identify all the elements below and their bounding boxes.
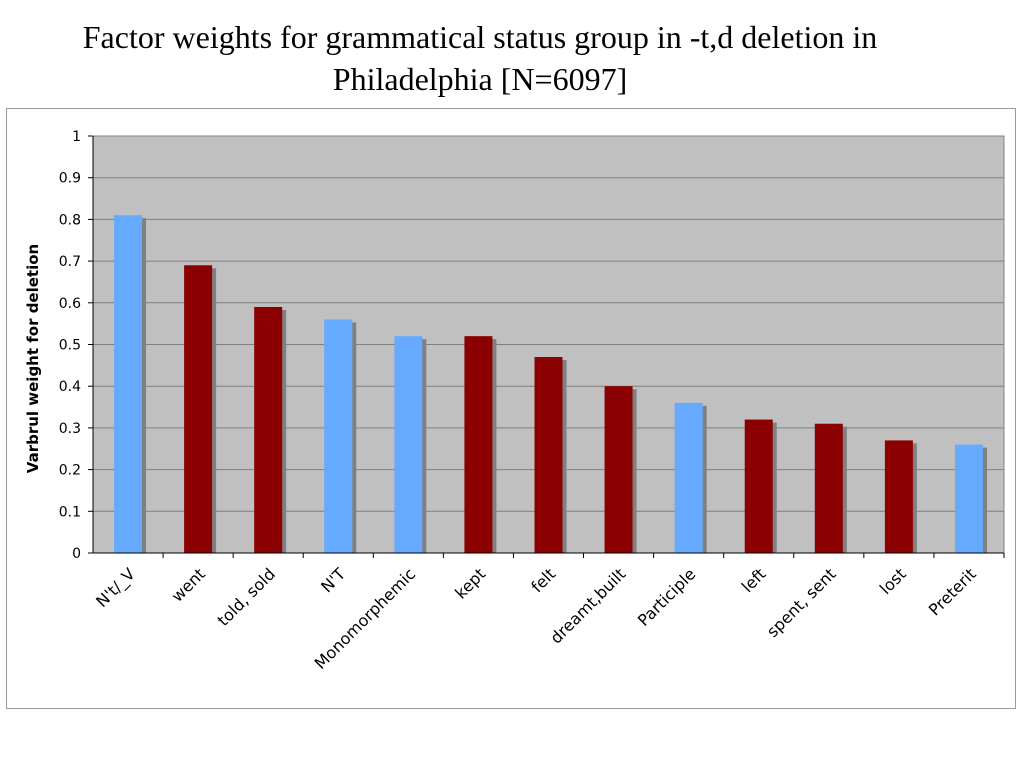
bar — [114, 215, 143, 553]
category-label: felt — [527, 564, 559, 596]
category-label: Participle — [634, 564, 700, 630]
y-tick-label: 0.2 — [59, 463, 81, 479]
bar — [674, 402, 703, 553]
slide-title: Factor weights for grammatical status gr… — [82, 19, 878, 97]
y-tick-label: 0.5 — [59, 338, 81, 354]
category-label: Preterit — [925, 564, 980, 619]
y-tick-label: 1 — [72, 129, 81, 145]
bar — [954, 444, 983, 553]
category-label: dreamt,built — [546, 564, 629, 647]
y-tick-label: 0.9 — [59, 171, 81, 187]
y-tick-label: 0.6 — [59, 296, 81, 312]
bar — [464, 336, 493, 553]
bar — [744, 419, 773, 553]
y-tick-label: 0.8 — [59, 212, 81, 228]
bar — [394, 336, 423, 553]
y-tick-label: 0.7 — [59, 254, 81, 270]
y-tick-label: 0 — [72, 546, 81, 562]
category-label: left — [738, 564, 770, 596]
category-label: N't/_V — [92, 564, 139, 611]
bar — [324, 319, 353, 553]
category-label: spent, sent — [763, 564, 840, 641]
bar — [184, 265, 213, 553]
y-tick-label: 0.3 — [59, 421, 81, 437]
category-label: told, sold — [214, 564, 279, 629]
y-tick-label: 0.1 — [59, 504, 81, 520]
chart-area: 0 0.1 0.2 0.3 0.4 0.5 0.6 0.7 0.8 0.9 1 N't/_V went t… — [6, 108, 1016, 709]
y-tick-label: 0.4 — [59, 379, 81, 395]
category-label: lost — [876, 564, 910, 598]
bar — [534, 357, 563, 553]
category-label: kept — [451, 564, 489, 602]
bar — [604, 386, 633, 553]
category-label: went — [168, 564, 209, 605]
bar — [254, 306, 283, 553]
bar — [814, 423, 843, 553]
bar — [884, 440, 913, 553]
category-label: N'T — [317, 564, 349, 596]
y-axis-title: Varbrul weight for deletion — [24, 244, 42, 473]
bar-chart: 0 0.1 0.2 0.3 0.4 0.5 0.6 0.7 0.8 0.9 1 N't/_V went t… — [24, 129, 1005, 673]
